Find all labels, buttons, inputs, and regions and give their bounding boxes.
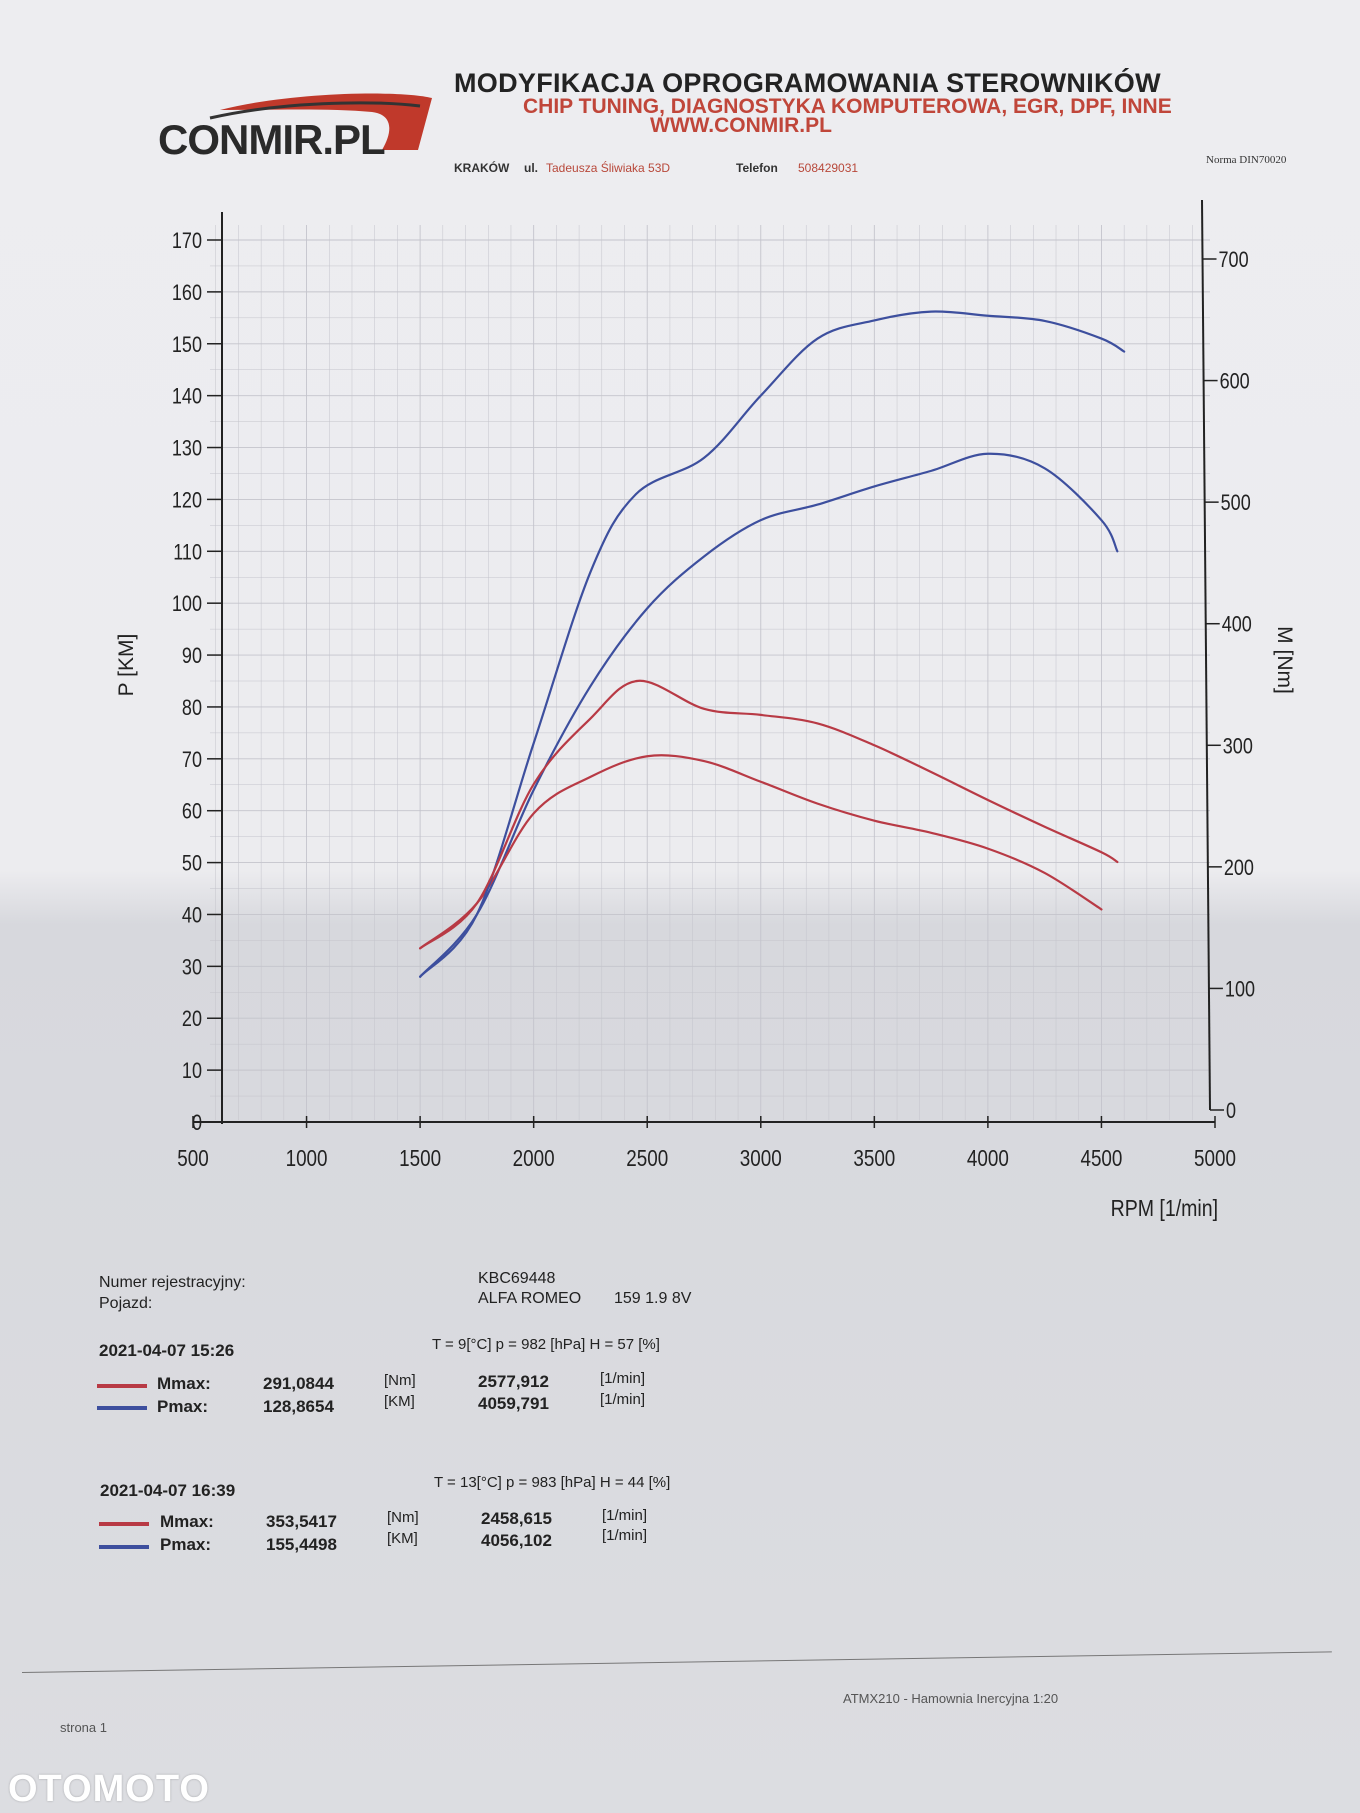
run1-conditions: T = 9[°C] p = 982 [hPa] H = 57 [%] bbox=[432, 1336, 660, 1353]
run1-torque-swatch bbox=[97, 1384, 147, 1388]
y-left-tick-label: 20 bbox=[182, 1008, 202, 1032]
vehicle-make: ALFA ROMEO bbox=[478, 1290, 582, 1307]
y-left-tick-label: 170 bbox=[172, 229, 202, 253]
logo-swoosh-icon bbox=[209, 93, 432, 150]
run2-pmax-unit: [KM] bbox=[387, 1530, 418, 1547]
y-left-tick-label: 40 bbox=[182, 904, 202, 928]
y-left-tick-label: 60 bbox=[182, 800, 202, 824]
y-left-tick-label: 90 bbox=[182, 644, 202, 668]
y-right-tick-label: 200 bbox=[1224, 856, 1254, 880]
y-right-tick-label: 600 bbox=[1220, 370, 1250, 394]
y-right-tick-label: 0 bbox=[1226, 1099, 1236, 1123]
x-axis-label: RPM [1/min] bbox=[1111, 1196, 1218, 1222]
run2-torque-swatch bbox=[99, 1522, 149, 1526]
chart-ticks: 500 1000 1500 2000 2500 3000 3500 4000 4500 50000… bbox=[172, 229, 1255, 1171]
address-city: KRAKÓW bbox=[454, 161, 510, 175]
y-right-tick-label: 500 bbox=[1221, 492, 1251, 516]
power-curve-run-1 bbox=[419, 452, 1119, 978]
registration-label: Numer rejestracyjny: bbox=[99, 1274, 246, 1291]
y-left-tick-label: 50 bbox=[182, 852, 202, 876]
run1-pmax-rpm: 4059,791 bbox=[478, 1394, 549, 1413]
y-right-axis-label: M [Nm] bbox=[1273, 626, 1296, 694]
company-services: CHIP TUNING, DIAGNOSTYKA KOMPUTEROWA, EG… bbox=[523, 95, 1172, 118]
phone-label: Telefon bbox=[736, 161, 778, 175]
run2-mmax-rpm-unit: [1/min] bbox=[602, 1507, 648, 1524]
x-tick-label: 4000 bbox=[967, 1146, 1009, 1171]
y-right-tick-label: 400 bbox=[1222, 613, 1252, 637]
power-curve-run-2 bbox=[419, 310, 1126, 978]
vehicle-label: Pojazd: bbox=[99, 1295, 153, 1312]
run2-mmax-unit: [Nm] bbox=[387, 1509, 419, 1526]
run1-pmax-label: Pmax: bbox=[157, 1397, 209, 1416]
y-left-tick-label: 100 bbox=[172, 593, 202, 617]
x-tick-label: 1000 bbox=[286, 1146, 328, 1171]
run2-pmax-label: Pmax: bbox=[160, 1535, 212, 1554]
footer-device: ATMX210 - Hamownia Inercyjna 1:20 bbox=[843, 1691, 1059, 1706]
run2-mmax-value: 353,5417 bbox=[266, 1512, 337, 1531]
footer-divider bbox=[21, 1651, 1332, 1673]
run1-pmax-value: 128,8654 bbox=[263, 1397, 334, 1416]
company-website: WWW.CONMIR.PL bbox=[650, 114, 832, 137]
run1-mmax-unit: [Nm] bbox=[384, 1372, 416, 1389]
run2-mmax-label: Mmax: bbox=[160, 1512, 214, 1531]
x-tick-label: 1500 bbox=[399, 1146, 441, 1171]
run2-datetime: 2021-04-07 16:39 bbox=[100, 1481, 236, 1500]
y-left-tick-label: 30 bbox=[182, 956, 202, 980]
y-left-tick-label: 110 bbox=[173, 541, 202, 565]
run2-power-swatch bbox=[99, 1545, 149, 1549]
y-left-tick-label: 70 bbox=[182, 748, 202, 772]
y-left-tick-label: 150 bbox=[172, 333, 202, 357]
chart-axes bbox=[193, 199, 1215, 1124]
company-title: MODYFIKACJA OPROGRAMOWANIA STEROWNIKÓW bbox=[454, 68, 1161, 98]
y-right-tick-label: 300 bbox=[1223, 735, 1253, 759]
run1-mmax-value: 291,0844 bbox=[263, 1374, 334, 1393]
y-left-tick-label: 120 bbox=[172, 489, 202, 513]
y-right-axis-line bbox=[1201, 199, 1211, 1111]
company-logo: CONMIR.PL bbox=[150, 88, 440, 168]
run2-pmax-rpm: 4056,102 bbox=[481, 1531, 552, 1550]
torque-curve-run-2 bbox=[419, 679, 1119, 950]
run1-datetime: 2021-04-07 15:26 bbox=[99, 1341, 235, 1360]
torque-curve-run-1 bbox=[419, 754, 1103, 950]
y-left-tick-label: 160 bbox=[172, 281, 202, 305]
y-left-tick-label: 80 bbox=[182, 696, 202, 720]
norm-label: Norma DIN70020 bbox=[1206, 154, 1287, 166]
chart-curves bbox=[419, 310, 1126, 978]
vehicle-model: 159 1.9 8V bbox=[614, 1290, 692, 1307]
watermark: OTOMOTO bbox=[8, 1768, 210, 1810]
run2-mmax-rpm: 2458,615 bbox=[481, 1509, 552, 1528]
run1-power-swatch bbox=[97, 1406, 147, 1410]
x-tick-label: 4500 bbox=[1080, 1146, 1122, 1171]
logo-text: CONMIR.PL bbox=[158, 116, 386, 163]
registration-value: KBC69448 bbox=[478, 1270, 556, 1287]
y-left-tick-label: 130 bbox=[172, 437, 202, 461]
y-right-tick-label: 100 bbox=[1225, 978, 1255, 1002]
phone-number: 508429031 bbox=[798, 161, 859, 175]
address-street: Tadeusza Śliwiaka 53D bbox=[546, 161, 671, 175]
run1-mmax-rpm-unit: [1/min] bbox=[600, 1370, 646, 1387]
y-left-tick-label: 140 bbox=[172, 385, 202, 409]
x-tick-label: 2000 bbox=[513, 1146, 555, 1171]
run2-pmax-value: 155,4498 bbox=[266, 1535, 337, 1554]
chart-grid bbox=[210, 225, 1210, 1120]
run1-mmax-label: Mmax: bbox=[157, 1374, 211, 1393]
address-street-prefix: ul. bbox=[524, 161, 538, 175]
y-left-axis-label: P [KM] bbox=[115, 634, 138, 697]
x-tick-label: 2500 bbox=[626, 1146, 668, 1171]
y-right-tick-label: 700 bbox=[1219, 248, 1249, 272]
y-left-tick-label: 10 bbox=[182, 1060, 202, 1084]
x-tick-label: 5000 bbox=[1194, 1146, 1236, 1171]
x-tick-label: 3500 bbox=[853, 1146, 895, 1171]
run2-pmax-rpm-unit: [1/min] bbox=[602, 1527, 648, 1544]
x-tick-label: 3000 bbox=[740, 1146, 782, 1171]
run2-conditions: T = 13[°C] p = 983 [hPa] H = 44 [%] bbox=[434, 1474, 671, 1491]
y-left-tick-label: 0 bbox=[192, 1111, 202, 1135]
run1-mmax-rpm: 2577,912 bbox=[478, 1372, 549, 1391]
run1-pmax-rpm-unit: [1/min] bbox=[600, 1391, 646, 1408]
dyno-chart: 500 1000 1500 2000 2500 3000 3500 4000 4500 50000… bbox=[115, 199, 1296, 1222]
x-tick-label: 500 bbox=[177, 1146, 208, 1171]
footer-page: strona 1 bbox=[60, 1720, 107, 1735]
run1-pmax-unit: [KM] bbox=[384, 1393, 415, 1410]
